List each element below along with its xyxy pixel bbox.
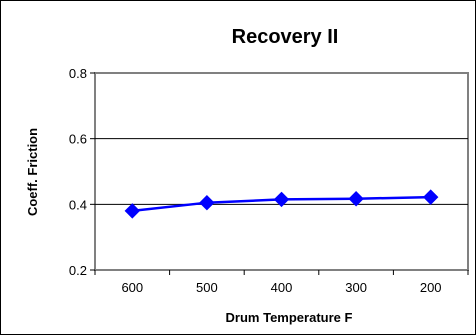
x-tick-label: 500 bbox=[196, 280, 218, 295]
y-tick-label: 0.6 bbox=[69, 132, 87, 147]
x-tick-label: 400 bbox=[271, 280, 293, 295]
data-point-marker bbox=[199, 194, 215, 211]
data-point-marker bbox=[124, 203, 141, 219]
y-tick-label: 0.8 bbox=[69, 66, 87, 81]
y-tick-label: 0.4 bbox=[69, 197, 87, 212]
data-point-marker bbox=[348, 191, 364, 207]
plot-area bbox=[94, 72, 469, 271]
x-tick-label: 300 bbox=[345, 280, 367, 295]
chart-title: Recovery II bbox=[232, 26, 339, 48]
data-point-marker bbox=[273, 191, 290, 208]
y-axis: 0.2 0.4 0.6 0.8 bbox=[69, 66, 95, 278]
series-layer bbox=[124, 189, 439, 219]
y-axis-title: Coeff. Friction bbox=[25, 128, 40, 216]
x-tick-label: 600 bbox=[121, 280, 143, 295]
x-tick-label: 200 bbox=[420, 280, 442, 295]
x-axis-title: Drum Temperature F bbox=[226, 310, 353, 325]
data-point-marker bbox=[422, 189, 439, 205]
y-tick-label: 0.2 bbox=[69, 263, 87, 278]
x-axis: 600 500 400 300 200 bbox=[94, 270, 469, 295]
